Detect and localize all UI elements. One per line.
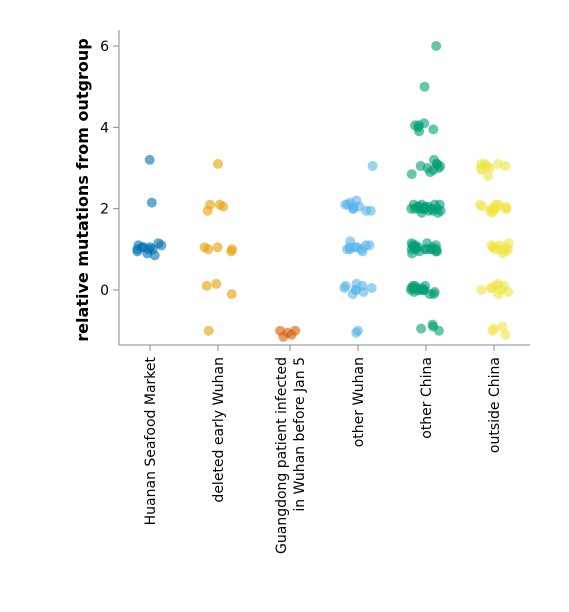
data-point	[500, 161, 511, 171]
data-point	[428, 124, 439, 135]
data-point	[503, 238, 514, 249]
data-point	[351, 285, 362, 295]
x-axis: Huanan Seafood Market deleted early Wuhan…	[119, 344, 530, 554]
y-axis-title: relative mutations from outgroup	[73, 38, 92, 341]
data-point	[485, 283, 496, 293]
data-point	[365, 205, 376, 216]
x-tick-label: Huanan Seafood Market	[143, 356, 159, 525]
data-point	[413, 203, 424, 214]
data-point	[290, 325, 301, 336]
data-point	[432, 207, 443, 218]
data-point	[144, 154, 155, 165]
data-point	[415, 161, 426, 171]
data-point	[501, 203, 512, 214]
data-points	[132, 41, 514, 342]
data-point	[433, 325, 444, 336]
data-point	[496, 285, 507, 295]
x-tick-label: Guangdong patient infected in Wuhan befor…	[274, 357, 308, 554]
x-tick-label: outside China	[487, 357, 503, 453]
data-point	[431, 41, 442, 51]
data-point	[419, 81, 430, 92]
data-point	[153, 238, 164, 249]
x-tick-label-line: Huanan Seafood Market	[143, 356, 159, 525]
data-point	[146, 197, 157, 208]
data-point	[416, 323, 427, 334]
x-tick-label-line: outside China	[487, 357, 503, 453]
data-point	[489, 205, 499, 216]
data-point	[497, 321, 508, 332]
data-point	[367, 161, 378, 171]
data-point	[414, 126, 425, 137]
data-point	[340, 199, 351, 210]
data-point	[407, 240, 418, 251]
data-point	[500, 329, 511, 340]
x-tick-label-line: in Wuhan before Jan 5	[292, 357, 308, 512]
y-axis: 0 2 4 6	[100, 30, 120, 345]
y-tick-label: 4	[100, 120, 109, 136]
data-point	[479, 158, 490, 169]
x-tick-label: other China	[419, 357, 435, 439]
x-tick-label-line: Guangdong patient infected	[274, 357, 290, 554]
x-tick-label-line: other Wuhan	[351, 357, 367, 447]
data-point	[212, 242, 223, 253]
data-point	[483, 171, 494, 182]
data-point	[366, 283, 377, 293]
y-tick-label: 2	[100, 202, 109, 218]
data-point	[428, 289, 439, 300]
data-point	[132, 244, 143, 255]
x-tick-label: other Wuhan	[351, 357, 367, 447]
data-point	[487, 325, 498, 336]
x-tick-label: deleted early Wuhan	[211, 357, 227, 503]
data-point	[406, 169, 417, 180]
x-tick-label-line: deleted early Wuhan	[211, 357, 227, 503]
data-point	[344, 242, 355, 253]
data-point	[476, 285, 487, 295]
data-point	[199, 242, 210, 253]
data-point	[202, 205, 213, 216]
data-point	[406, 283, 417, 293]
y-tick-label: 6	[100, 39, 109, 55]
data-point	[429, 199, 440, 210]
data-point	[226, 289, 237, 300]
data-point	[214, 199, 225, 210]
data-point	[427, 319, 438, 330]
data-point	[431, 244, 442, 255]
x-tick-label-line: other China	[419, 357, 435, 439]
data-point	[275, 325, 286, 336]
y-tick-label: 0	[100, 283, 109, 299]
data-point	[357, 246, 368, 257]
data-point	[477, 201, 488, 212]
data-point	[203, 325, 214, 336]
data-point	[211, 278, 222, 289]
data-point	[420, 244, 431, 255]
data-point	[351, 327, 362, 338]
data-point	[348, 201, 359, 212]
data-point	[227, 244, 238, 255]
data-point	[213, 158, 223, 169]
data-point	[201, 280, 212, 291]
data-point	[419, 285, 430, 295]
data-point	[490, 244, 501, 255]
data-point	[339, 283, 350, 293]
data-point	[149, 250, 160, 261]
